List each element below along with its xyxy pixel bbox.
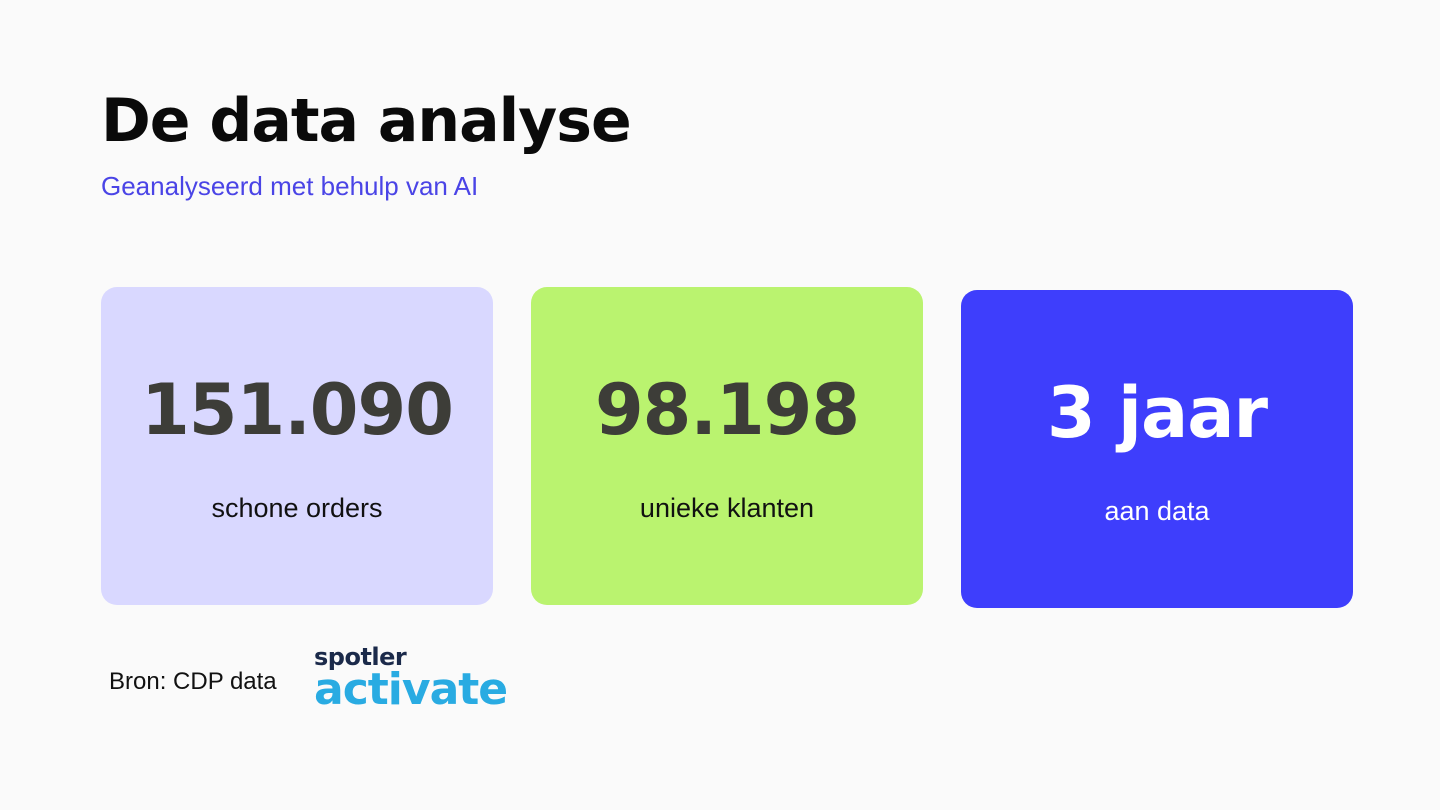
stat-label: aan data bbox=[1104, 496, 1210, 526]
stat-label: schone orders bbox=[211, 493, 383, 523]
logo-line-2: activate bbox=[314, 664, 508, 715]
source-note: Bron: CDP data bbox=[109, 668, 277, 695]
page-title: De data analyse bbox=[101, 86, 632, 156]
stat-value: 98.198 bbox=[594, 369, 860, 451]
page-subtitle: Geanalyseerd met behulp van AI bbox=[101, 171, 479, 201]
stat-card-orders: 151.090 schone orders bbox=[101, 287, 493, 605]
stat-label: unieke klanten bbox=[639, 493, 815, 523]
logo-line-1: spotler bbox=[314, 643, 407, 671]
stat-value: 3 jaar bbox=[1046, 372, 1268, 454]
stat-value: 151.090 bbox=[141, 369, 454, 451]
stat-card-customers: 98.198 unieke klanten bbox=[531, 287, 923, 605]
spotler-activate-logo: spotler activate bbox=[314, 643, 508, 715]
stat-card-years: 3 jaar aan data bbox=[961, 290, 1353, 608]
